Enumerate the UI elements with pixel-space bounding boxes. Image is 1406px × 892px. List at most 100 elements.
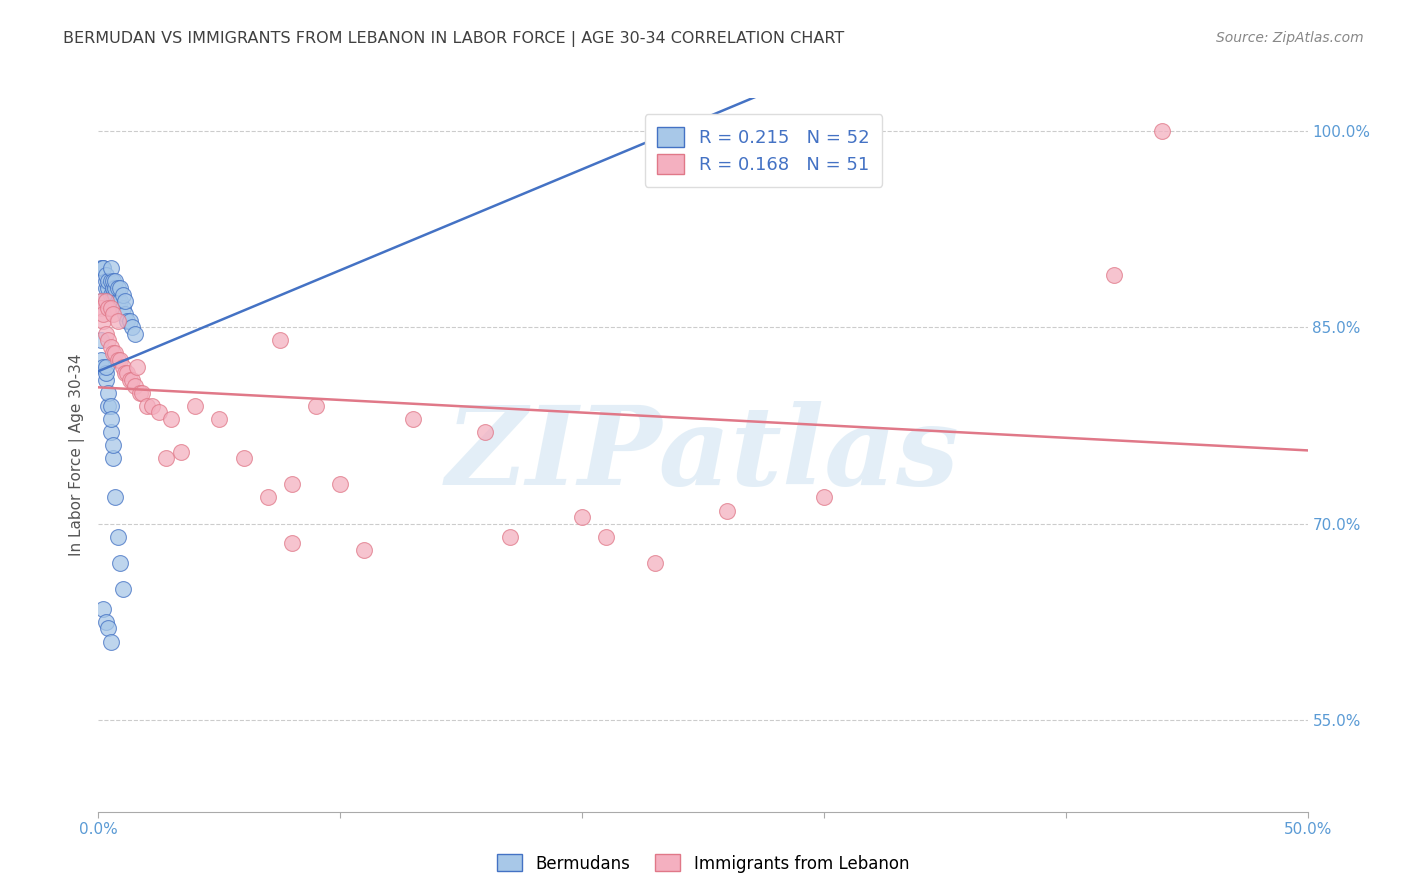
Point	[90, 334, 112, 348]
Point	[94, 281, 117, 295]
Point	[160, 412, 183, 426]
Point	[353, 542, 375, 557]
Point	[281, 477, 304, 491]
Point	[108, 281, 131, 295]
Point	[101, 281, 124, 295]
Point	[148, 405, 170, 419]
Point	[117, 314, 139, 328]
Point	[90, 301, 112, 315]
Point	[100, 340, 122, 354]
Point	[128, 385, 150, 400]
Point	[813, 491, 835, 505]
Point	[571, 510, 593, 524]
Point	[100, 634, 122, 648]
Point	[107, 281, 129, 295]
Point	[114, 366, 136, 380]
Point	[644, 556, 666, 570]
Point	[131, 385, 153, 400]
Point	[184, 399, 207, 413]
Point	[108, 556, 131, 570]
Point	[169, 444, 191, 458]
Point	[104, 287, 127, 301]
Point	[118, 373, 141, 387]
Point	[124, 326, 146, 341]
Point	[329, 477, 352, 491]
Point	[97, 275, 120, 289]
Point	[305, 399, 328, 413]
Point	[1152, 124, 1174, 138]
Point	[94, 294, 117, 309]
Point	[107, 530, 129, 544]
Point	[208, 412, 231, 426]
Point	[91, 261, 114, 276]
Point	[101, 451, 124, 466]
Point	[90, 353, 112, 368]
Point	[232, 451, 254, 466]
Point	[97, 385, 120, 400]
Point	[111, 287, 134, 301]
Point	[94, 275, 117, 289]
Point	[91, 307, 114, 321]
Point	[402, 412, 425, 426]
Point	[104, 491, 127, 505]
Point	[100, 301, 122, 315]
Point	[135, 399, 157, 413]
Point	[101, 287, 124, 301]
Text: Source: ZipAtlas.com: Source: ZipAtlas.com	[1216, 31, 1364, 45]
Point	[104, 275, 127, 289]
Point	[127, 359, 149, 374]
Point	[107, 314, 129, 328]
Point	[716, 503, 738, 517]
Point	[108, 353, 131, 368]
Point	[498, 530, 520, 544]
Point	[474, 425, 496, 439]
Point	[97, 281, 120, 295]
Point	[91, 601, 114, 615]
Point	[111, 359, 134, 374]
Point	[121, 320, 143, 334]
Point	[668, 124, 690, 138]
Point	[94, 366, 117, 380]
Legend: R = 0.215   N = 52, R = 0.168   N = 51: R = 0.215 N = 52, R = 0.168 N = 51	[645, 114, 882, 186]
Legend: Bermudans, Immigrants from Lebanon: Bermudans, Immigrants from Lebanon	[491, 847, 915, 880]
Text: BERMUDAN VS IMMIGRANTS FROM LEBANON IN LABOR FORCE | AGE 30-34 CORRELATION CHART: BERMUDAN VS IMMIGRANTS FROM LEBANON IN L…	[63, 31, 845, 47]
Point	[107, 294, 129, 309]
Point	[90, 261, 112, 276]
Point	[281, 536, 304, 550]
Point	[91, 314, 114, 328]
Point	[94, 359, 117, 374]
Point	[101, 307, 124, 321]
Point	[269, 334, 291, 348]
Point	[100, 412, 122, 426]
Point	[91, 261, 114, 276]
Point	[97, 621, 120, 635]
Point	[100, 425, 122, 439]
Point	[155, 451, 177, 466]
Point	[101, 438, 124, 452]
Point	[94, 326, 117, 341]
Point	[97, 399, 120, 413]
Point	[595, 530, 617, 544]
Point	[91, 359, 114, 374]
Point	[114, 307, 136, 321]
Point	[141, 399, 163, 413]
Point	[90, 294, 112, 309]
Point	[124, 379, 146, 393]
Text: ZIPatlas: ZIPatlas	[446, 401, 960, 508]
Point	[104, 281, 127, 295]
Point	[100, 275, 122, 289]
Point	[100, 399, 122, 413]
Point	[90, 294, 112, 309]
Point	[107, 353, 129, 368]
Point	[111, 582, 134, 596]
Point	[94, 373, 117, 387]
Point	[118, 314, 141, 328]
Point	[101, 275, 124, 289]
Point	[111, 301, 134, 315]
Point	[1102, 268, 1125, 282]
Point	[100, 261, 122, 276]
Point	[114, 294, 136, 309]
Point	[94, 615, 117, 629]
Point	[97, 301, 120, 315]
Point	[121, 373, 143, 387]
